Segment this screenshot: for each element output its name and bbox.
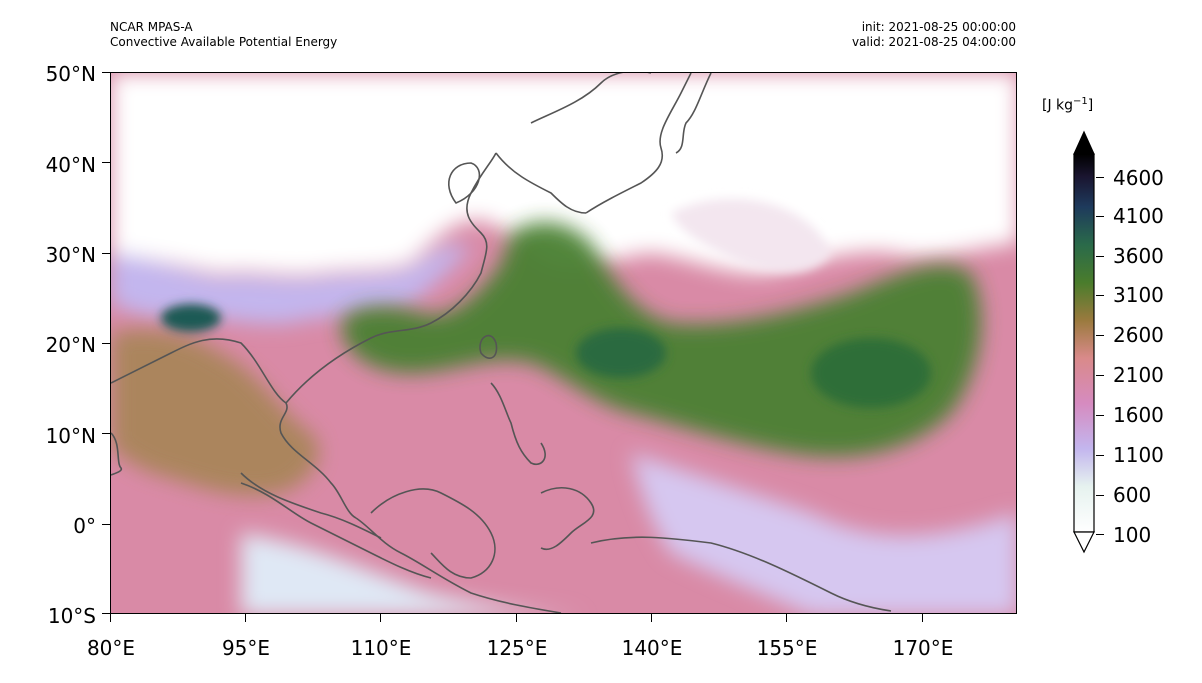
cbar-label-1600: 1600 bbox=[1113, 403, 1164, 427]
olive-margin bbox=[111, 329, 320, 496]
cbar-tickmark bbox=[1096, 295, 1104, 297]
lon-tickmark bbox=[922, 614, 924, 622]
cbar-label-4600: 4600 bbox=[1113, 166, 1164, 190]
typhoon-swirl bbox=[671, 198, 831, 273]
lon-tickmark bbox=[245, 614, 247, 622]
cape-core-central-pacific bbox=[811, 338, 931, 408]
lat-tick-40N: 40°N bbox=[45, 153, 96, 177]
title-block-right: init: 2021-08-25 00:00:00 valid: 2021-08… bbox=[852, 20, 1016, 50]
lat-tickmark bbox=[102, 253, 110, 255]
cbar-tickmark bbox=[1096, 495, 1104, 497]
lon-tickmark bbox=[380, 614, 382, 622]
cape-core-philippine-sea bbox=[576, 328, 666, 378]
lat-tick-0: 0° bbox=[73, 514, 96, 538]
init-time: init: 2021-08-25 00:00:00 bbox=[861, 20, 1016, 34]
lon-tick-155E: 155°E bbox=[756, 636, 818, 660]
cbar-tickmark bbox=[1096, 177, 1104, 179]
lon-tick-110E: 110°E bbox=[350, 636, 412, 660]
cbar-tickmark bbox=[1096, 256, 1104, 258]
cbar-label-2100: 2100 bbox=[1113, 363, 1164, 387]
colorbar-gradient bbox=[1073, 153, 1095, 533]
transition-band bbox=[111, 244, 471, 325]
lat-tickmark bbox=[102, 524, 110, 526]
cbar-label-600: 600 bbox=[1113, 483, 1152, 507]
coastlines bbox=[111, 73, 892, 613]
lon-tickmark bbox=[651, 614, 653, 622]
cbar-tickmark bbox=[1096, 534, 1104, 536]
lon-tickmark bbox=[786, 614, 788, 622]
cbar-tickmark bbox=[1096, 216, 1104, 218]
units-exponent: −1 bbox=[1073, 96, 1088, 107]
lon-tick-95E: 95°E bbox=[221, 636, 271, 660]
map-panel bbox=[110, 72, 1017, 614]
title-block-left: NCAR MPAS-A Convective Available Potenti… bbox=[110, 20, 337, 50]
high-cape-belt bbox=[341, 222, 982, 457]
lat-tickmark bbox=[102, 343, 110, 345]
field-name: Convective Available Potential Energy bbox=[110, 35, 338, 49]
lat-tickmark bbox=[102, 72, 110, 74]
cbar-tickmark bbox=[1096, 335, 1104, 337]
valid-time: valid: 2021-08-25 04:00:00 bbox=[851, 35, 1016, 49]
cbar-label-2600: 2600 bbox=[1113, 323, 1164, 347]
cbar-label-3100: 3100 bbox=[1113, 283, 1164, 307]
south-pale-region bbox=[241, 533, 557, 613]
lon-tick-140E: 140°E bbox=[621, 636, 683, 660]
cbar-tickmark bbox=[1096, 415, 1104, 417]
colorbar-max-extend bbox=[1073, 130, 1095, 155]
lat-tickmark bbox=[102, 433, 110, 435]
lon-tickmark bbox=[110, 614, 112, 622]
cbar-label-3600: 3600 bbox=[1113, 244, 1164, 268]
lat-tick-50N: 50°N bbox=[45, 62, 96, 86]
lat-tick-20N: 20°N bbox=[45, 333, 96, 357]
cbar-label-4100: 4100 bbox=[1113, 204, 1164, 228]
colorbar bbox=[1073, 130, 1095, 554]
lat-tickmark bbox=[102, 162, 110, 164]
equatorial-pale-band bbox=[631, 453, 1016, 613]
cbar-tickmark bbox=[1096, 455, 1104, 457]
colorbar-min-extend bbox=[1073, 531, 1095, 554]
lat-tick-10S: 10°S bbox=[47, 604, 96, 628]
lon-tick-170E: 170°E bbox=[892, 636, 954, 660]
cbar-label-100: 100 bbox=[1113, 523, 1152, 547]
cape-field-map bbox=[111, 73, 1016, 613]
model-name: NCAR MPAS-A bbox=[110, 20, 193, 34]
cbar-label-1100: 1100 bbox=[1113, 443, 1164, 467]
lat-tickmark bbox=[102, 613, 110, 615]
cape-core-bay-of-bengal bbox=[161, 304, 221, 332]
colorbar-units: [J kg−1] bbox=[1042, 96, 1093, 114]
units-suffix: ] bbox=[1087, 97, 1094, 114]
lat-tick-10N: 10°N bbox=[45, 424, 96, 448]
cbar-tickmark bbox=[1096, 375, 1104, 377]
units-prefix: [J kg bbox=[1042, 97, 1074, 114]
lon-tick-80E: 80°E bbox=[86, 636, 136, 660]
lon-tickmark bbox=[516, 614, 518, 622]
lon-tick-125E: 125°E bbox=[486, 636, 548, 660]
lat-tick-30N: 30°N bbox=[45, 243, 96, 267]
